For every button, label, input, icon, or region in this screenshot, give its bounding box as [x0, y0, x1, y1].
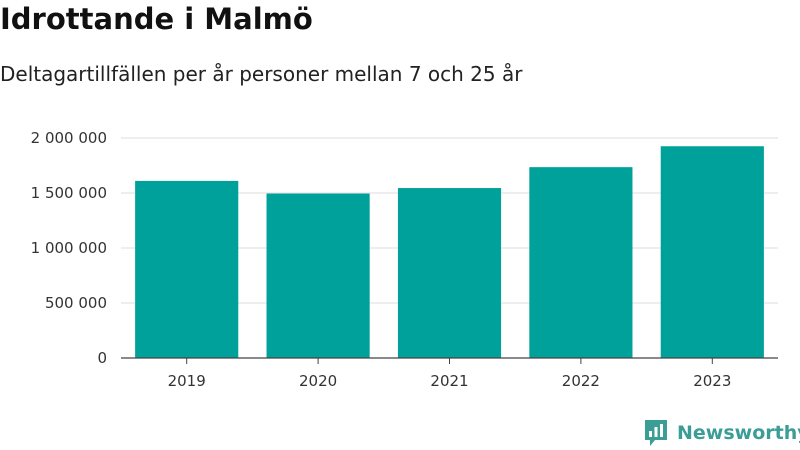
bar [660, 146, 764, 358]
bar [135, 180, 239, 358]
y-tick-label: 1 500 000 [31, 184, 107, 202]
y-tick-label: 2 000 000 [31, 129, 107, 147]
bar [266, 193, 370, 358]
x-tick-label: 2021 [430, 372, 468, 390]
brand-name: Newsworthy [677, 422, 800, 444]
chart-title: Idrottande i Malmö [0, 2, 313, 36]
bar [529, 167, 633, 358]
y-tick-label: 0 [97, 349, 107, 367]
bar-chart: 0 500 000 1 000 000 1 500 000 2 000 000 2019 2… [31, 129, 778, 390]
x-tick-label: 2022 [562, 372, 600, 390]
y-tick-label: 1 000 000 [31, 239, 107, 257]
bar [397, 188, 502, 358]
brand-logo: Newsworthy [643, 418, 800, 448]
newsworthy-logo-icon [645, 420, 667, 446]
x-tick-label: 2023 [693, 372, 731, 390]
y-tick-label: 500 000 [45, 294, 107, 312]
x-tick-label: 2019 [168, 372, 206, 390]
x-tick-label: 2020 [299, 372, 337, 390]
chart-subtitle: Deltagartillfällen per år personer mella… [0, 62, 523, 86]
